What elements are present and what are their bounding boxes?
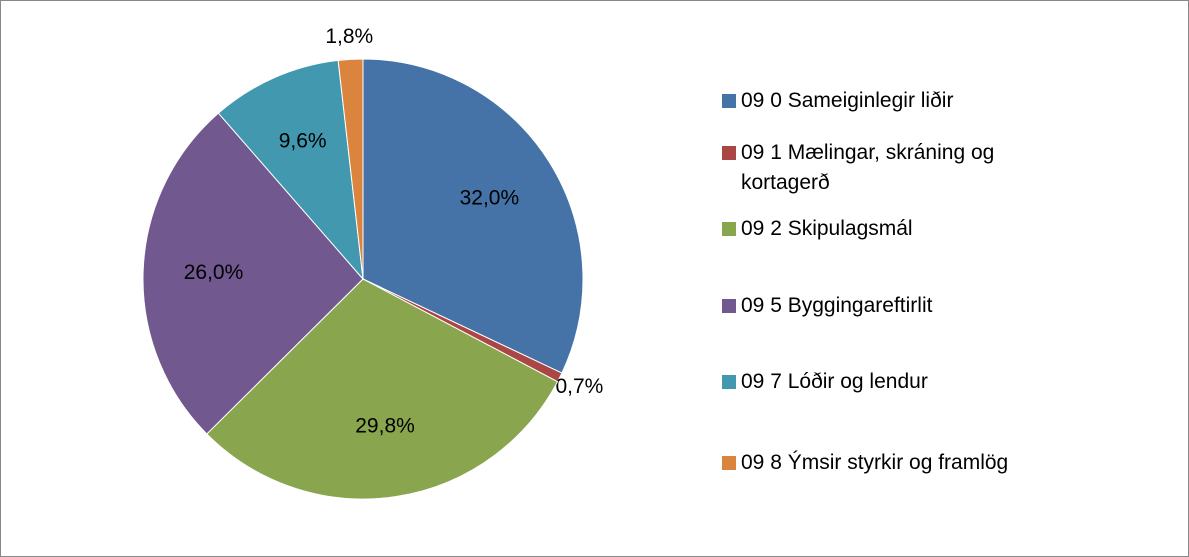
legend-swatch: [722, 94, 736, 108]
pie-slice: [206, 278, 559, 500]
pie-slice: [217, 59, 364, 281]
legend-item: 09 5 Byggingareftirlit: [722, 291, 1086, 321]
legend-label: 09 7 Lóðir og lendur: [741, 370, 928, 393]
data-label: 29,8%: [355, 415, 415, 438]
data-label: 26,0%: [184, 261, 244, 284]
legend-swatch: [722, 375, 736, 389]
legend-label: 09 5 Byggingareftirlit: [741, 294, 933, 317]
legend-swatch: [722, 456, 736, 470]
legend-item: 09 8 Ýmsir styrkir og framlög: [722, 448, 1086, 478]
pie-slice: [142, 112, 364, 435]
legend-swatch: [722, 299, 736, 313]
legend-swatch: [722, 222, 736, 236]
legend-label: 09 8 Ýmsir styrkir og framlög: [741, 451, 1009, 474]
legend-swatch: [722, 146, 736, 160]
legend-item: 09 1 Mælingar, skráning og kortagerð: [722, 138, 1086, 198]
pie-slice: [362, 58, 584, 374]
legend-label: 09 0 Sameiginlegir liðir: [741, 89, 954, 112]
legend-item: 09 2 Skipulagsmál: [722, 214, 1086, 244]
data-label: 1,8%: [325, 25, 373, 48]
legend-label: 09 2 Skipulagsmál: [741, 217, 913, 240]
pie-slice: [337, 58, 364, 280]
data-label: 9,6%: [279, 130, 327, 153]
legend-item: 09 7 Lóðir og lendur: [722, 367, 1086, 397]
data-label: 0,7%: [555, 375, 603, 398]
data-label: 32,0%: [460, 187, 520, 210]
legend-label: 09 1 Mælingar, skráning og kortagerð: [741, 141, 995, 194]
legend-item: 09 0 Sameiginlegir liðir: [722, 86, 1086, 116]
